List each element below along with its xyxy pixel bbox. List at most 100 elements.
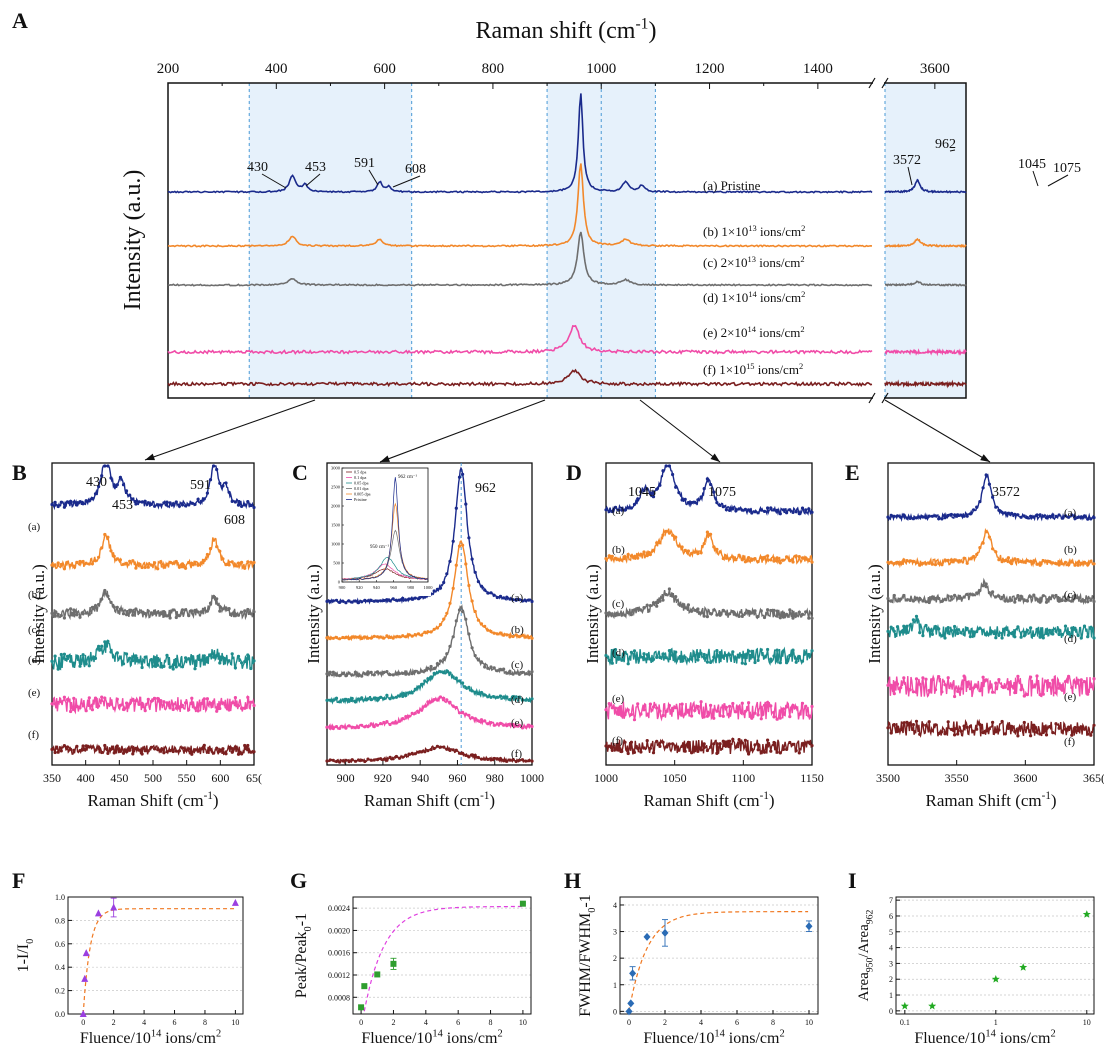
series-marker-f	[524, 760, 527, 763]
series-marker-e	[150, 700, 153, 703]
series-marker-f	[357, 758, 360, 761]
series-marker-c	[505, 672, 508, 675]
data-point	[627, 999, 634, 1007]
series-marker-a	[200, 500, 203, 503]
series-marker-c	[671, 595, 674, 598]
series-marker-a	[950, 513, 953, 516]
series-marker-e	[614, 707, 617, 710]
series-marker-f	[221, 747, 224, 750]
series-marker-f	[969, 725, 972, 728]
y-axis-title: 1-I/I0​	[15, 939, 36, 973]
series-marker-d	[982, 629, 985, 632]
series-marker-d	[1064, 625, 1067, 628]
data-point	[361, 983, 367, 989]
series-marker-b	[1061, 562, 1064, 565]
series-marker-e	[147, 698, 150, 701]
series-marker-a	[1048, 515, 1051, 518]
series-marker-a	[63, 506, 66, 509]
series-marker-b	[150, 564, 153, 567]
series-marker-a	[240, 505, 243, 508]
series-marker-f	[407, 753, 410, 756]
series-marker-e	[445, 698, 448, 701]
series-marker-c	[103, 589, 106, 592]
series-marker-a	[668, 464, 671, 467]
series-marker-c	[776, 610, 779, 613]
series-marker-f	[97, 745, 100, 748]
series-marker-a	[915, 516, 918, 519]
series-marker-c	[344, 674, 347, 677]
series-marker-c	[511, 673, 514, 676]
series-marker-b	[1010, 562, 1013, 565]
series-marker-f	[159, 750, 162, 753]
series-marker-a	[363, 599, 366, 602]
series-marker-c	[433, 667, 436, 670]
series-marker-d	[1016, 625, 1019, 628]
series-marker-d	[379, 696, 382, 699]
series-marker-b	[116, 557, 119, 560]
series-marker-d	[72, 662, 75, 665]
series-marker-f	[50, 748, 53, 751]
series-marker-d	[91, 657, 94, 660]
series-marker-e	[693, 709, 696, 712]
data-point	[390, 961, 396, 967]
y-axis-title: Peak/Peak0​-1	[293, 913, 314, 998]
series-marker-d	[354, 700, 357, 703]
series-marker-d	[719, 651, 722, 654]
series-marker-e	[687, 709, 690, 712]
series-marker-c	[642, 606, 645, 609]
series-marker-f	[614, 748, 617, 751]
x-tick-label: 1100	[732, 771, 756, 785]
series-marker-e	[325, 726, 328, 729]
series-marker-b	[1054, 562, 1057, 565]
series-marker-e	[376, 724, 379, 727]
series-marker-e	[937, 675, 940, 678]
series-marker-b	[360, 637, 363, 640]
series-marker-d	[788, 654, 791, 657]
series-marker-b	[159, 560, 162, 563]
series-marker-c	[760, 609, 763, 612]
series-marker-f	[156, 748, 159, 751]
y-tick-label: 4	[613, 901, 617, 910]
series-marker-d	[747, 650, 750, 653]
series-marker-a	[366, 599, 369, 602]
series-marker-b	[953, 558, 956, 561]
series-marker-d	[165, 654, 168, 657]
series-marker-f	[206, 751, 209, 754]
series-marker-a	[785, 511, 788, 514]
series-marker-f	[956, 732, 959, 735]
series-marker-d	[1032, 634, 1035, 637]
series-marker-b	[94, 559, 97, 562]
x-tick-label: 0	[81, 1018, 85, 1027]
series-marker-f	[436, 745, 439, 748]
peak-label: 430	[247, 160, 268, 175]
series-marker-b	[1073, 564, 1076, 567]
series-marker-f	[455, 749, 458, 752]
series-marker-e	[489, 721, 492, 724]
series-marker-c	[915, 597, 918, 600]
series-marker-f	[411, 752, 414, 755]
series-marker-a	[893, 515, 896, 518]
series-marker-d	[1029, 626, 1032, 629]
series-marker-c	[445, 652, 448, 655]
series-marker-a	[1004, 511, 1007, 514]
series-marker-c	[212, 595, 215, 598]
series-marker-a	[203, 497, 206, 500]
y-axis-title: Intensity (a.u.)	[120, 170, 146, 311]
series-marker-d	[382, 697, 385, 700]
series-marker-d	[439, 670, 442, 673]
series-marker-a	[228, 491, 231, 494]
series-marker-f	[467, 755, 470, 758]
series-marker-d	[661, 652, 664, 655]
series-marker-a	[153, 505, 156, 508]
series-marker-c	[398, 672, 401, 675]
series-marker-b	[224, 563, 227, 566]
series-marker-e	[661, 714, 664, 717]
series-marker-d	[175, 665, 178, 668]
series-marker-e	[156, 697, 159, 700]
series-marker-e	[1051, 679, 1054, 682]
series-marker-f	[905, 721, 908, 724]
x-tick-label: 10	[231, 1018, 239, 1027]
series-marker-b	[703, 542, 706, 545]
series-marker-d	[899, 631, 902, 634]
series-marker-c	[172, 608, 175, 611]
